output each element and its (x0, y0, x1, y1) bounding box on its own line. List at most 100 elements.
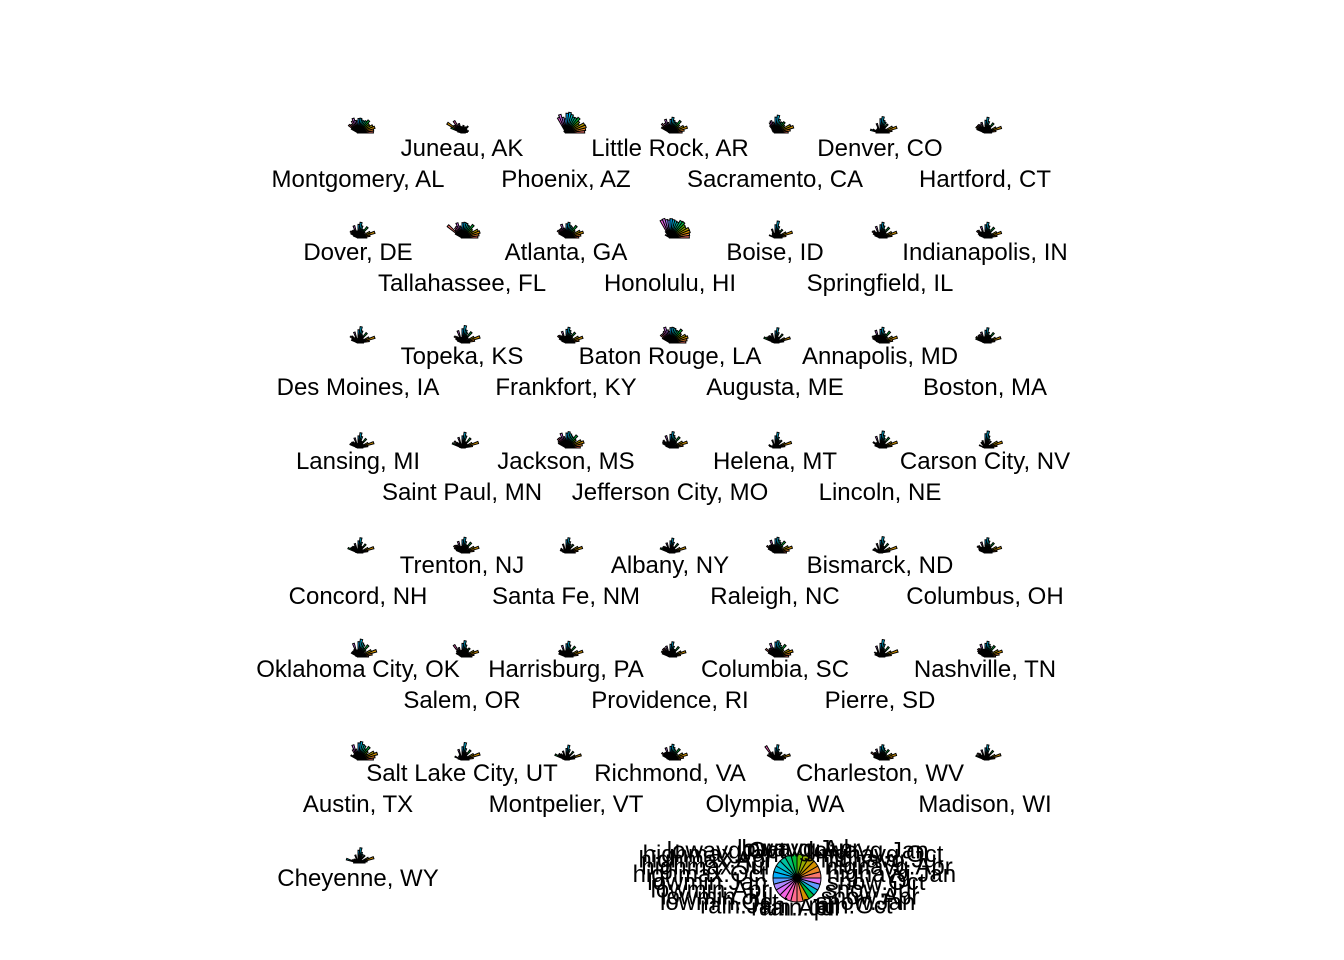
star-segment (455, 549, 463, 554)
star-segment (350, 754, 359, 761)
star-segment (774, 330, 778, 344)
city-star (659, 537, 687, 554)
city-star (768, 114, 795, 134)
city-label: Dover, DE (303, 239, 412, 266)
city-star (349, 221, 376, 239)
star-segment (461, 222, 465, 239)
key-label: snow.Oct (827, 869, 926, 896)
city-star (557, 640, 584, 658)
star-segment (774, 114, 781, 134)
city-label: Phoenix, AZ (501, 166, 630, 193)
city-label: Carson City, NV (900, 448, 1070, 475)
star-segment (461, 640, 467, 658)
key-star: highavg.Janhighavg.Aprhighavg.Julhighavg… (633, 835, 957, 921)
city-star (349, 326, 376, 344)
star-segment (879, 638, 886, 658)
star-segment (879, 118, 883, 134)
star-segment (984, 440, 999, 449)
star-segment (879, 430, 886, 449)
star-segment (461, 741, 468, 761)
city-label: Trenton, NJ (400, 552, 525, 579)
city-label: Nashville, TN (914, 656, 1056, 683)
star-segment (879, 539, 883, 554)
city-label: Jackson, MS (497, 448, 634, 475)
star-segment (774, 435, 778, 449)
star-segment (669, 327, 673, 344)
star-segment (352, 234, 359, 239)
city-star (347, 537, 375, 554)
city-label: Lansing, MI (296, 448, 420, 475)
star-segment (767, 651, 776, 658)
city-label: Oklahoma City, OK (256, 656, 460, 683)
star-segment (984, 224, 988, 239)
city-star (975, 327, 1002, 344)
city-star (975, 221, 1003, 239)
city-label: Atlanta, GA (505, 239, 628, 266)
city-star (556, 111, 587, 134)
star-segment (669, 743, 675, 761)
star-segment (669, 540, 673, 554)
star-segment (565, 640, 571, 658)
key-label: rain.Jul (762, 895, 839, 922)
city-star (872, 536, 898, 554)
key-label: highavg.Jul (821, 847, 942, 874)
city-star (659, 326, 689, 344)
city-star (446, 119, 469, 134)
city-label: Jefferson City, MO (572, 479, 769, 506)
city-label: Charleston, WV (796, 760, 964, 787)
city-star (559, 537, 584, 554)
key-label: highmax.Apr (638, 847, 773, 874)
star-segment (659, 547, 671, 554)
city-star (349, 432, 375, 449)
key-label: rain.Oct (809, 893, 893, 920)
city-label: Des Moines, IA (277, 374, 440, 401)
star-segment (357, 329, 361, 344)
city-label: Madison, WI (918, 791, 1051, 818)
key-label: highavg.Jan (827, 861, 956, 888)
city-star (975, 116, 1003, 134)
star-segment (357, 638, 364, 658)
city-label: Boston, MA (923, 374, 1047, 401)
city-star (870, 744, 898, 761)
city-star (978, 430, 1004, 449)
key-label: lowavg.Oct (667, 837, 786, 864)
city-label: Lincoln, NE (819, 479, 942, 506)
star-segment (558, 232, 567, 239)
star-segment (461, 431, 467, 449)
star-segment (664, 233, 671, 239)
city-label: Tallahassee, FL (378, 270, 546, 297)
star-segment (565, 326, 571, 344)
star-segment (454, 232, 463, 239)
city-label: Pierre, SD (825, 687, 936, 714)
city-label: Saint Paul, MN (382, 479, 542, 506)
key-label: snow.Jul (825, 877, 917, 904)
star-segment (873, 756, 881, 761)
key-label: lowmin.Oct (660, 889, 779, 916)
star-segment (461, 746, 465, 761)
star-segment (875, 131, 881, 134)
city-label: Providence, RI (591, 687, 748, 714)
star-segment (557, 441, 567, 449)
star-segment (357, 540, 361, 554)
key-label: lowavg.Apr (742, 835, 861, 862)
city-label: Baton Rouge, LA (579, 343, 762, 370)
city-star (873, 638, 899, 658)
city-label: Raleigh, NC (710, 583, 839, 610)
city-label: Augusta, ME (706, 374, 843, 401)
city-label: Annapolis, MD (802, 343, 958, 370)
star-segment (879, 440, 893, 449)
star-segment (984, 539, 988, 554)
star-segment (357, 849, 361, 864)
star-segment (984, 221, 990, 239)
star-segment (879, 224, 883, 239)
star-segment (565, 112, 570, 134)
star-segment (357, 740, 364, 761)
city-star (660, 743, 689, 761)
city-label: Honolulu, HI (604, 270, 736, 297)
city-label: Harrisburg, PA (488, 656, 644, 683)
city-label: Montpelier, VT (489, 791, 644, 818)
city-label: Concord, NH (289, 583, 428, 610)
key-label: snow.Apr (821, 883, 920, 910)
key-label: snow.Jan (815, 889, 915, 916)
